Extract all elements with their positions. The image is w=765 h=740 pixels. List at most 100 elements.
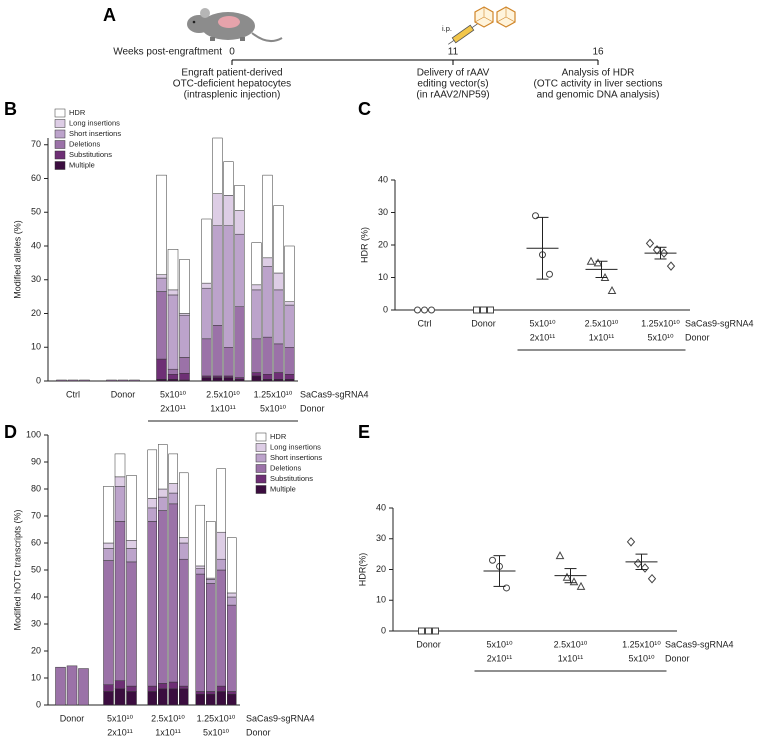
x-tick-label: 2.5x10¹⁰	[151, 713, 185, 723]
event-text: Engraft patient-derived	[181, 68, 282, 79]
bar-segment	[167, 294, 179, 370]
point	[586, 256, 596, 265]
bar-segment	[251, 338, 262, 373]
legend-label: Short insertions	[69, 129, 121, 138]
y-tick-label: 70	[31, 139, 41, 149]
bar-segment	[206, 521, 216, 579]
y-tick-label: 90	[31, 456, 41, 466]
bar-segment	[195, 691, 205, 695]
y-tick-label: 0	[381, 625, 386, 635]
y-tick-label: 10	[31, 342, 41, 352]
bar-segment	[201, 375, 212, 378]
x-tick-label: 1.25x10¹⁰	[254, 389, 293, 399]
event-text: Analysis of HDR	[562, 68, 635, 79]
bar-segment	[212, 377, 223, 382]
mouse-icon	[187, 8, 283, 43]
x-tick-label: 1x10¹¹	[558, 653, 584, 663]
point	[487, 306, 494, 314]
point	[562, 572, 572, 581]
bar-segment	[126, 475, 137, 541]
y-tick-label: 50	[31, 564, 41, 574]
legend-label: HDR	[270, 432, 287, 441]
legend-swatch	[54, 108, 66, 118]
bar-segment	[195, 568, 205, 575]
event-text: editing vector(s)	[417, 79, 488, 90]
bar-segment	[114, 486, 126, 522]
syringe-needle	[448, 39, 455, 45]
panel-label: A	[103, 5, 116, 25]
bar-segment	[126, 691, 137, 706]
timeline-axis-label: Weeks post-engraftment	[113, 47, 222, 58]
bar-segment	[67, 379, 79, 382]
event-text: and genomic DNA analysis)	[537, 90, 660, 101]
bar-segment	[216, 685, 226, 692]
row-label: Donor	[246, 727, 271, 737]
bar-segment	[114, 476, 126, 487]
legend-label: Substitutions	[69, 150, 112, 159]
bar-segment	[195, 693, 205, 706]
y-tick-label: 10	[378, 272, 388, 282]
x-tick-label: 2.5x10¹⁰	[585, 318, 619, 328]
bar-segment	[251, 372, 262, 377]
point	[640, 563, 650, 573]
event-text: (intrasplenic injection)	[184, 90, 281, 101]
bar-segment	[126, 548, 137, 563]
bar-segment	[103, 560, 114, 685]
bar-segment	[251, 242, 262, 286]
bar-segment	[227, 691, 237, 695]
bar-segment	[103, 548, 114, 561]
bar-segment	[179, 357, 190, 374]
bar-segment	[156, 379, 167, 382]
bar-segment	[168, 688, 178, 706]
bar-segment	[114, 688, 126, 706]
bar-segment	[147, 521, 157, 687]
legend-label: HDR	[69, 108, 86, 117]
legend-label: Multiple	[270, 484, 296, 493]
bar-segment	[114, 521, 126, 681]
panel-label: C	[358, 99, 371, 119]
legend-label: Multiple	[69, 160, 95, 169]
panel-label: D	[4, 422, 17, 442]
y-tick-label: 10	[31, 672, 41, 682]
legend-swatch	[54, 129, 66, 139]
bar-segment	[179, 685, 189, 690]
y-tick-label: 100	[26, 429, 41, 439]
bar-segment	[262, 374, 273, 380]
legend-swatch	[54, 140, 66, 149]
x-tick-label: Donor	[416, 639, 441, 649]
row-label: Donor	[300, 403, 325, 413]
y-tick-label: 30	[378, 207, 388, 217]
bar-segment	[103, 684, 114, 692]
bar-segment	[273, 379, 284, 382]
bar-segment	[251, 289, 262, 340]
point	[418, 627, 425, 635]
point	[546, 270, 553, 278]
bar-segment	[129, 379, 140, 382]
bar-segment	[273, 372, 284, 380]
x-tick-label: 2x10¹¹	[107, 727, 133, 737]
x-tick-label: 1x10¹¹	[155, 727, 181, 737]
legend-label: Long insertions	[69, 118, 120, 127]
capsid-icons	[474, 6, 516, 28]
point	[432, 627, 439, 635]
bar-segment	[179, 472, 189, 538]
bar-segment	[158, 683, 168, 690]
bar-segment	[179, 313, 190, 316]
bar-segment	[212, 325, 223, 377]
bar-segment	[156, 358, 167, 380]
bar-segment	[179, 537, 189, 544]
legend-label: Deletions	[69, 139, 101, 148]
x-tick-label: 5x10¹⁰	[529, 318, 556, 328]
bar-segment	[147, 685, 157, 692]
bar-segment	[55, 666, 66, 706]
event-text: Delivery of rAAV	[417, 68, 490, 79]
point	[593, 258, 603, 267]
bar-segment	[234, 377, 245, 380]
syringe-barrel	[451, 24, 475, 44]
point	[425, 627, 432, 635]
bar-segment	[212, 193, 223, 226]
bar-segment	[212, 225, 223, 326]
bar-segment	[168, 681, 178, 690]
bar-segment	[158, 510, 168, 684]
bar-segment	[234, 210, 245, 235]
